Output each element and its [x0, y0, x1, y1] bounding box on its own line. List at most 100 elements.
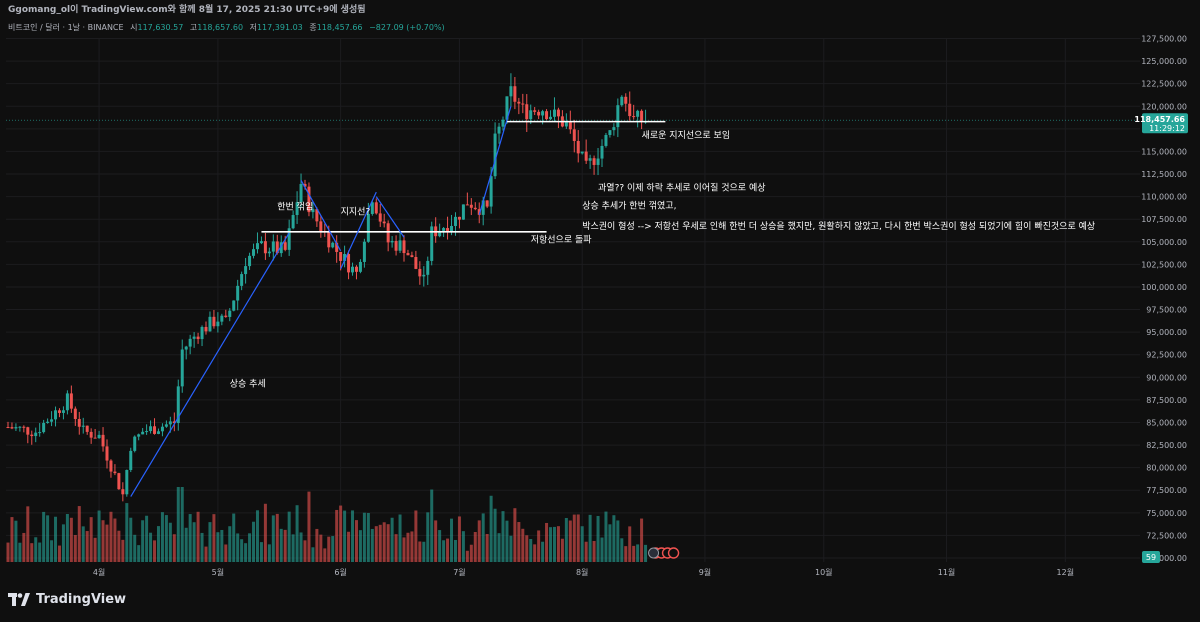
volume-bar [644, 544, 648, 562]
volume-bar [22, 532, 26, 562]
close-value: 118,457.66 [316, 23, 363, 32]
volume-bar [438, 530, 442, 562]
volume-bar [160, 512, 164, 562]
candle [374, 202, 378, 214]
candle [220, 315, 224, 322]
y-tick-label: 115,000.00 [1141, 147, 1187, 156]
volume-bar [556, 526, 560, 562]
candle [521, 103, 525, 105]
candle [564, 121, 568, 127]
candle [121, 489, 125, 495]
candle [370, 202, 374, 214]
volume-bar [552, 526, 556, 562]
candle [283, 242, 287, 250]
y-tick-label: 82,500.00 [1146, 441, 1187, 450]
volume-bar [212, 514, 216, 562]
candle [545, 111, 549, 120]
price-badge-countdown: 11:29:12 [1149, 124, 1185, 133]
candle [465, 204, 469, 206]
candle [216, 321, 220, 327]
y-tick-label: 102,500.00 [1141, 260, 1187, 269]
volume-bar [358, 530, 362, 562]
candle [406, 253, 410, 256]
volume-bar [153, 540, 157, 562]
volume-bar [283, 529, 287, 562]
annotation-text: 저항선으로 돌파 [531, 235, 593, 246]
candle [382, 221, 386, 224]
candle [319, 221, 323, 232]
candle [489, 176, 493, 207]
candle [192, 336, 196, 339]
y-tick-label: 100,000.00 [1141, 283, 1187, 292]
volume-bar [38, 542, 42, 562]
candle [26, 427, 30, 435]
candle [18, 426, 22, 428]
volume-bar [97, 510, 101, 562]
symbol-label[interactable]: 비트코인 / 달러 · 1날 · BINANCE [8, 23, 124, 32]
volume-bar [196, 511, 200, 562]
volume-bar [26, 506, 30, 562]
y-tick-label: 80,000.00 [1146, 464, 1187, 473]
candle [343, 254, 347, 261]
candle [38, 432, 42, 434]
trend-line [130, 232, 290, 497]
candle [279, 242, 283, 254]
low-value: 117,391.03 [256, 23, 303, 32]
volume-bar [232, 513, 236, 562]
tradingview-logo[interactable]: TradingView [8, 592, 126, 607]
volume-bar [493, 508, 497, 562]
volume-bar [259, 542, 263, 562]
candle [248, 255, 252, 267]
candle [596, 158, 600, 165]
high-value: 118,657.60 [197, 23, 244, 32]
candle [351, 266, 355, 273]
volume-bar [188, 514, 192, 562]
high-label: 고 [189, 23, 198, 32]
candle [402, 240, 406, 254]
volume-bar [461, 531, 465, 562]
candle [244, 266, 248, 275]
trend-line [300, 180, 342, 252]
candle [69, 393, 73, 409]
candle [620, 96, 624, 106]
y-tick-label: 85,000.00 [1146, 418, 1187, 427]
candle [505, 96, 509, 120]
candle [616, 105, 620, 128]
volume-bar [430, 489, 434, 562]
candle [208, 316, 212, 332]
candle [42, 422, 46, 433]
volume-bar [620, 538, 624, 562]
x-tick-label: 8월 [576, 567, 588, 577]
volume-bar [398, 514, 402, 562]
change-value: −827.09 (+0.70%) [369, 23, 445, 32]
volume-bar [164, 515, 168, 562]
candle [212, 316, 216, 327]
volume-bar [315, 528, 319, 562]
volume-bar [295, 505, 299, 562]
volume-bar [279, 528, 283, 562]
volume-bar [351, 510, 355, 562]
volume-bar [299, 532, 303, 562]
candle [275, 241, 279, 254]
volume-bar [291, 534, 295, 562]
candle [109, 460, 113, 472]
candle [85, 425, 89, 432]
volume-bar [418, 541, 422, 562]
candle [287, 228, 291, 250]
volume-bar [208, 522, 212, 562]
y-tick-label: 105,000.00 [1141, 238, 1187, 247]
candle [10, 427, 14, 429]
volume-bar [343, 510, 347, 562]
candles [6, 73, 648, 502]
volume-bar [133, 534, 137, 562]
candle [263, 241, 267, 254]
volume-bar [378, 524, 382, 562]
candle [588, 158, 592, 161]
open-label: 시 [130, 23, 138, 32]
candle [552, 109, 556, 117]
price-axis-bg [1140, 20, 1200, 562]
volume-bar [588, 514, 592, 562]
candle [469, 204, 473, 208]
tradingview-logo-icon [8, 592, 30, 606]
